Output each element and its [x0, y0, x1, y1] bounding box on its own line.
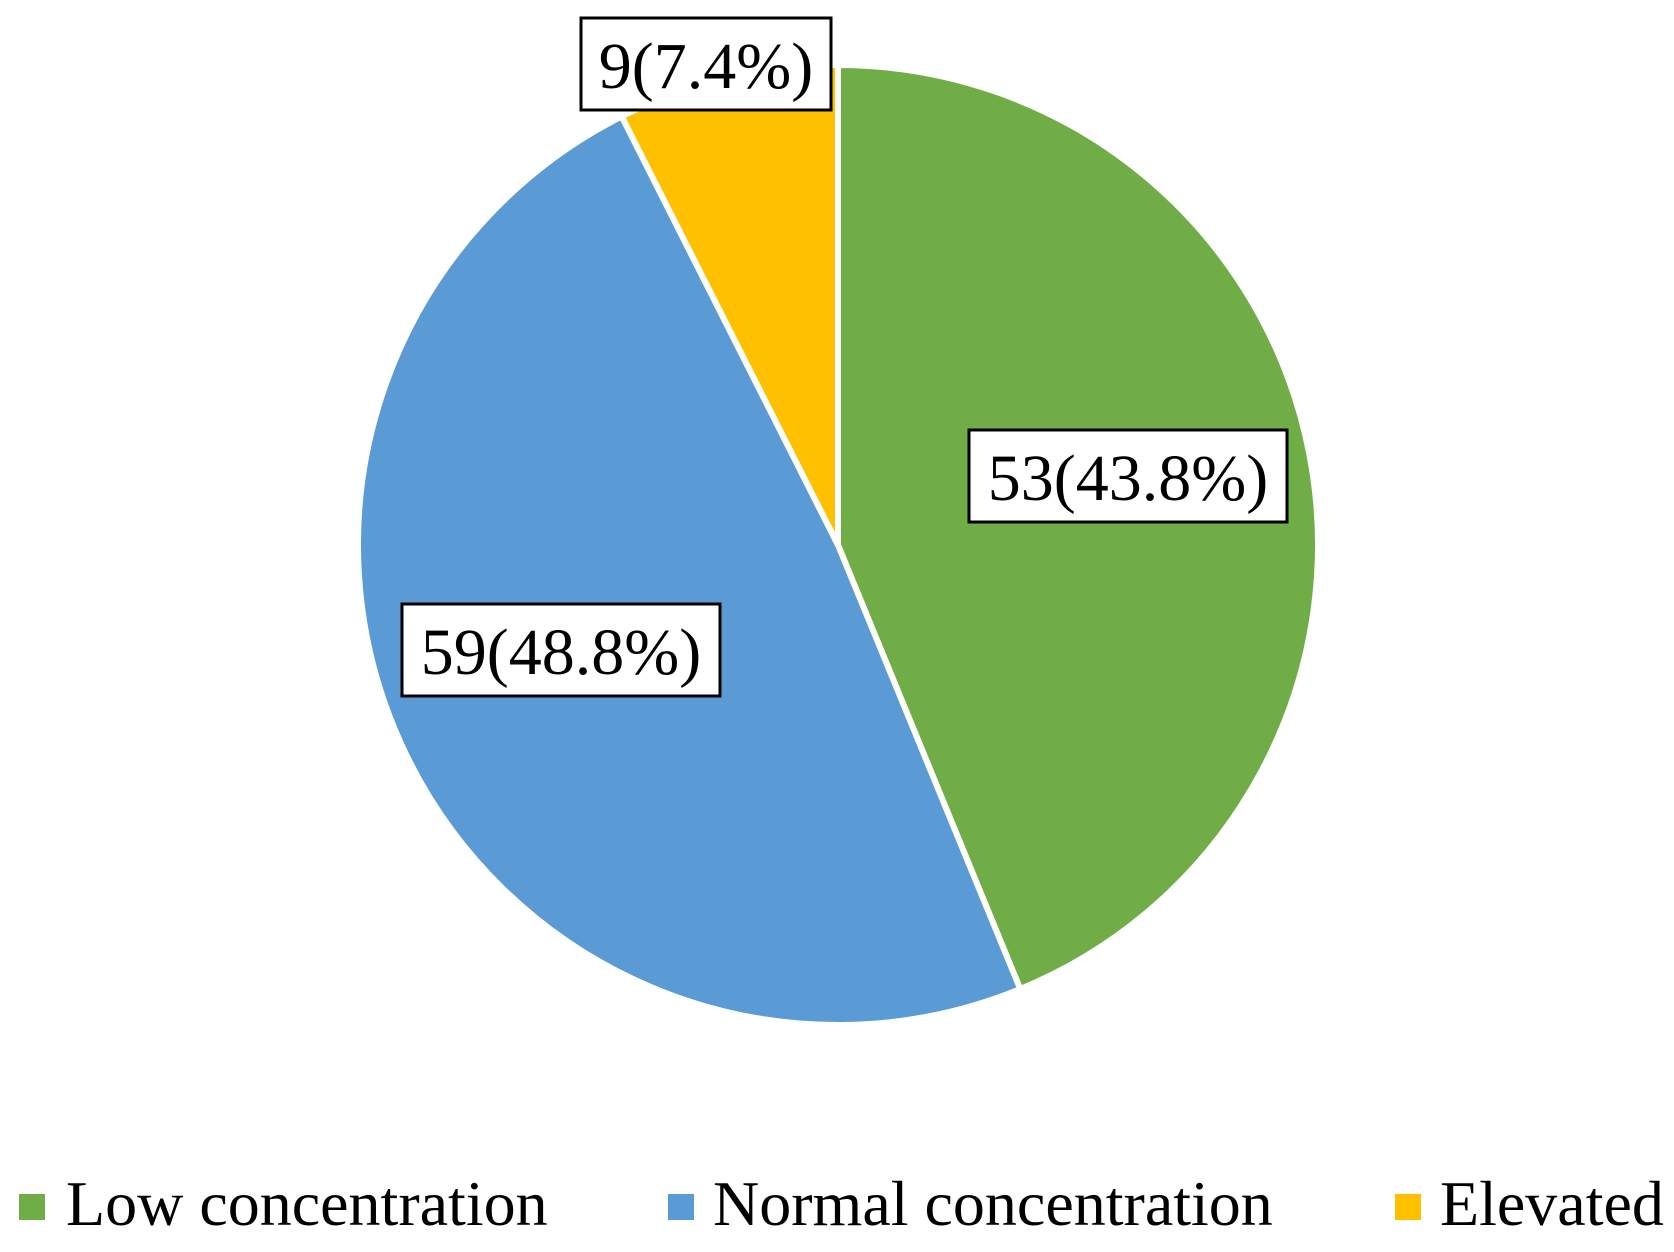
- data-label-low-concentration: 53(43.8%): [967, 428, 1289, 524]
- data-label-box: [400, 602, 722, 698]
- legend-swatch: [19, 1194, 45, 1220]
- data-label-normal-concentration: 59(48.8%): [400, 602, 722, 698]
- pie-slices: [354, 62, 1321, 1028]
- pie-data-labels: 53(43.8%) 59(48.8%) 9(7.4%): [400, 16, 1289, 698]
- legend-label: Low concentration: [66, 1168, 548, 1239]
- data-label-text: 53(43.8%): [988, 442, 1268, 515]
- legend-swatch: [668, 1194, 694, 1220]
- legend-item-elevated: Elevated: [1395, 1168, 1664, 1239]
- legend-item-normal-concentration: Normal concentration: [668, 1168, 1273, 1239]
- legend-swatch: [1395, 1194, 1421, 1220]
- legend-label: Normal concentration: [713, 1168, 1273, 1239]
- legend: Low concentration Normal concentration Ele…: [19, 1168, 1664, 1239]
- legend-item-low-concentration: Low concentration: [19, 1168, 548, 1239]
- data-label-box: [967, 428, 1289, 524]
- data-label-elevated: 9(7.4%): [579, 16, 833, 112]
- pie-slice-low-concentration: [835, 62, 1321, 993]
- data-label-text: 59(48.8%): [421, 616, 701, 689]
- data-label-box: [579, 16, 833, 112]
- pie-slice-normal-concentration: [354, 113, 1024, 1028]
- legend-label: Elevated: [1440, 1168, 1664, 1239]
- data-label-text: 9(7.4%): [599, 30, 813, 103]
